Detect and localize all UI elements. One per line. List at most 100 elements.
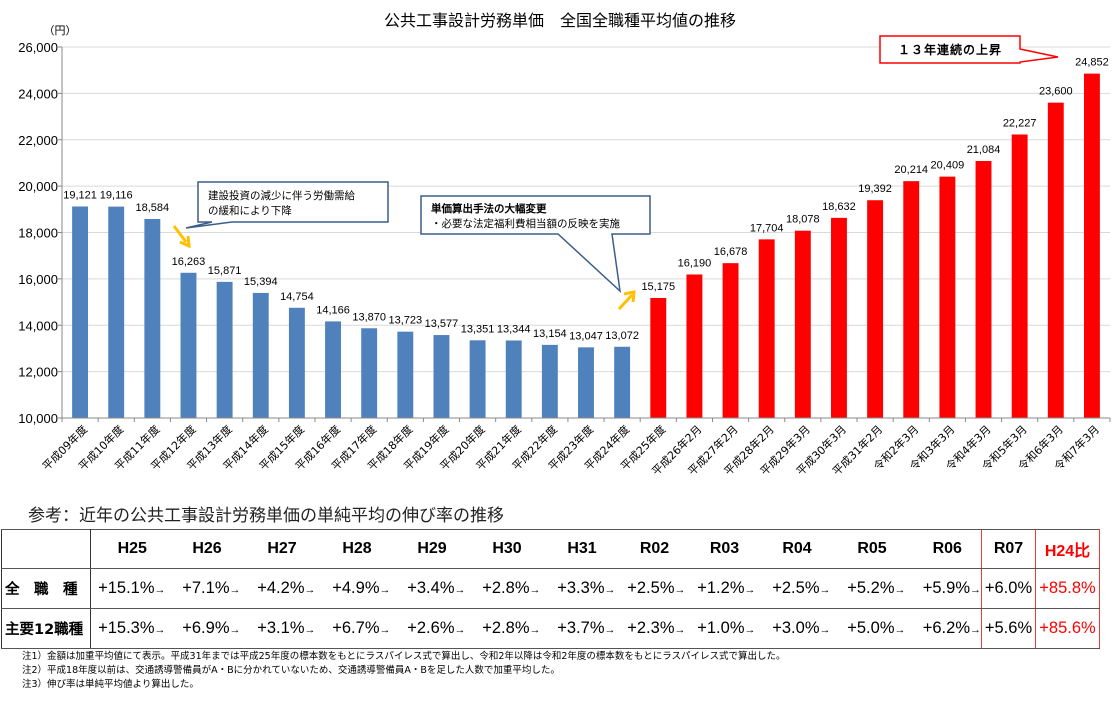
- bar: [794, 230, 811, 418]
- growth-value: +2.5%: [772, 579, 820, 597]
- growth-cell: +2.8%→: [465, 608, 541, 649]
- growth-value: +2.8%: [482, 619, 530, 637]
- y-tick-label: 12,000: [18, 365, 58, 380]
- growth-cell: +4.9%→: [315, 568, 391, 609]
- callout-box: [185, 181, 389, 229]
- data-label: 16,678: [714, 246, 748, 258]
- data-label: 13,047: [569, 330, 603, 342]
- data-label: 18,584: [136, 202, 170, 214]
- growth-cell: +2.5%→: [615, 568, 686, 609]
- bars: [72, 73, 1100, 419]
- growth-cell: +2.3%→: [615, 608, 686, 649]
- data-label: 18,632: [822, 201, 856, 213]
- column-header: R03: [685, 529, 756, 569]
- growth-value: +15.3%: [98, 619, 155, 637]
- arrow-right-icon: →: [379, 584, 391, 596]
- bar: [469, 340, 486, 418]
- growth-cell: +6.9%→: [165, 608, 241, 649]
- growth-value: +1.2%: [697, 579, 745, 597]
- growth-value: +5.9%: [922, 579, 970, 597]
- data-label: 24,852: [1075, 57, 1109, 69]
- data-label: 14,754: [280, 291, 314, 303]
- growth-cell: +5.9%→: [905, 568, 982, 609]
- growth-cell: +1.2%→: [685, 568, 756, 609]
- y-axis-ticks: 10,000 12,000 14,000 16,000 18,000 20,000 22,0…: [18, 40, 62, 426]
- arrow-right-icon: →: [304, 624, 316, 636]
- data-label: 15,871: [208, 265, 242, 277]
- bar: [686, 274, 703, 418]
- table-row-major-12: 主要12職種 +15.3%→ +6.9%→ +3.1%→ +6.7%→ +2.6%→ +2…: [1, 608, 1100, 649]
- arrow-right-icon: →: [229, 624, 241, 636]
- y-tick-label: 20,000: [18, 179, 58, 194]
- data-label: 13,870: [352, 311, 386, 323]
- bar: [288, 307, 305, 418]
- growth-cell: +1.0%→: [685, 608, 756, 649]
- annotation-method-change: 単価算出手法の大幅変更 ・必要な法定福利費相当額の反映を実施: [420, 195, 651, 311]
- data-label: 16,190: [678, 257, 712, 269]
- annotation-streak-text: １３年連続の上昇: [898, 42, 1002, 57]
- arrow-right-icon: →: [154, 584, 166, 596]
- arrow-right-icon: →: [604, 584, 616, 596]
- growth-cell: +2.6%→: [390, 608, 466, 649]
- bar: [975, 160, 992, 418]
- column-header: H30: [465, 529, 541, 569]
- note-3: 注3）伸び率は単純平均値より算出した。: [22, 679, 199, 690]
- annotation-method-title: 単価算出手法の大幅変更: [431, 202, 547, 215]
- footnotes: 注1）金額は加重平均値にて表示。平成31年までは平成25年度の標本数をもとにラス…: [22, 650, 786, 692]
- data-label: 20,214: [894, 164, 928, 176]
- h24-ratio-cell: +85.6%: [1035, 608, 1100, 649]
- bar: [144, 218, 161, 418]
- growth-cell: +3.3%→: [540, 568, 616, 609]
- data-label: 13,351: [461, 323, 495, 335]
- bar: [505, 340, 522, 418]
- arrow-right-icon: →: [454, 584, 466, 596]
- column-header: R05: [830, 529, 906, 569]
- note-2: 注2）平成18年度以前は、交通誘導警備員がA・Bに分かれていないため、交通誘導警…: [22, 665, 560, 676]
- data-label: 17,704: [750, 222, 784, 234]
- growth-cell: +2.8%→: [465, 568, 541, 609]
- growth-value: +4.2%: [257, 579, 305, 597]
- arrow-right-icon: →: [894, 584, 906, 596]
- y-tick-label: 24,000: [18, 86, 58, 101]
- note-1: 注1）金額は加重平均値にて表示。平成31年までは平成25年度の標本数をもとにラス…: [22, 651, 786, 662]
- growth-value: +15.1%: [98, 579, 155, 597]
- data-label: 20,409: [931, 160, 965, 172]
- bar: [1047, 102, 1064, 419]
- column-header: H25: [90, 529, 166, 569]
- arrow-right-icon: →: [154, 624, 166, 636]
- data-label: 23,600: [1039, 86, 1073, 98]
- growth-value: +5.6%: [984, 619, 1033, 637]
- growth-cell: +3.0%→: [755, 608, 831, 649]
- arrow-right-icon: →: [604, 624, 616, 636]
- growth-cell: +3.7%→: [540, 608, 616, 649]
- arrow-right-icon: →: [304, 584, 316, 596]
- h24-ratio-cell: +85.8%: [1035, 568, 1100, 609]
- annotation-decline-line2: の緩和により下降: [208, 204, 292, 217]
- growth-cell: +2.5%→: [755, 568, 831, 609]
- x-axis-labels: 平成09年度平成10年度平成11年度平成12年度平成13年度平成14年度平成15…: [39, 418, 1111, 478]
- data-label: 22,227: [1003, 117, 1037, 129]
- growth-cell: +15.1%→: [90, 568, 166, 609]
- column-header: R02: [615, 529, 686, 569]
- growth-value: +6.2%: [922, 619, 970, 637]
- column-header: H28: [315, 529, 391, 569]
- bar: [831, 217, 847, 418]
- growth-value: +6.0%: [984, 579, 1033, 597]
- bar: [361, 328, 378, 418]
- data-label: 19,392: [858, 183, 892, 195]
- y-tick-label: 10,000: [18, 411, 58, 426]
- column-header: R07: [981, 529, 1036, 569]
- arrow-right-icon: →: [819, 624, 831, 636]
- y-axis-unit: （円）: [44, 24, 77, 37]
- callout-box: [420, 195, 651, 293]
- column-header: R06: [905, 529, 982, 569]
- arrow-right-icon: →: [970, 584, 981, 596]
- growth-cell: +4.2%→: [240, 568, 316, 609]
- reference-title: 参考：近年の公共工事設計労務単価の単純平均の伸び率の推移: [28, 506, 504, 526]
- y-tick-label: 18,000: [18, 226, 58, 241]
- table-row-all-occupations: 全 職 種 +15.1%→ +7.1%→ +4.2%→ +4.9%→ +3.4%→ +2.…: [1, 568, 1100, 609]
- growth-value: +3.4%: [407, 579, 455, 597]
- column-header: H26: [165, 529, 241, 569]
- bar: [252, 292, 269, 418]
